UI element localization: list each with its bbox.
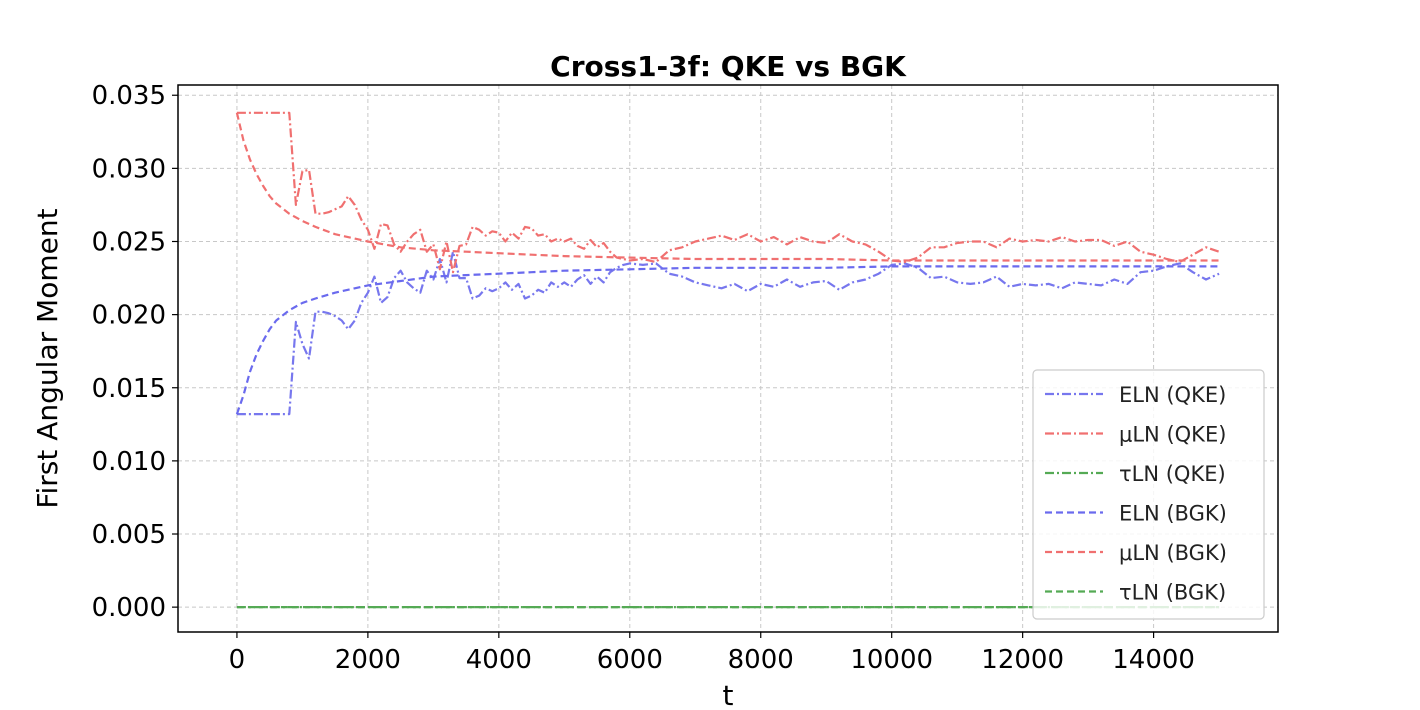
x-tick-label: 12000 [981, 645, 1064, 675]
x-tick-label: 2000 [335, 645, 401, 675]
x-axis-label: t [723, 679, 734, 710]
y-tick-label: 0.015 [92, 374, 166, 404]
legend-label-6: τLN (BGK) [1119, 581, 1226, 605]
x-tick-label: 6000 [597, 645, 663, 675]
x-tick-label: 0 [229, 645, 246, 675]
y-axis-ticks: 0.000 0.005 0.010 0.015 0.020 0.025 0.030 0.035 [92, 81, 178, 623]
chart-title: Cross1-3f: QKE vs BGK [550, 50, 907, 83]
y-axis-label: First Angular Moment [31, 208, 64, 508]
series-line-5 [235, 112, 1220, 262]
y-tick-label: 0.025 [92, 227, 166, 257]
legend-label-4: ELN (BGK) [1119, 502, 1227, 526]
legend-label-5: μLN (BGK) [1119, 541, 1227, 565]
plot-frame [177, 84, 1279, 633]
x-tick-label: 4000 [466, 645, 532, 675]
legend-label-1: ELN (QKE) [1119, 383, 1226, 407]
series-line-1 [236, 250, 1220, 416]
series-line-4 [235, 265, 1220, 415]
legend: ELN (QKE) μLN (QKE) τLN (QKE) ELN (BGK) μLN … [1032, 369, 1265, 620]
x-tick-label: 14000 [1112, 645, 1195, 675]
x-tick-label: 10000 [850, 645, 933, 675]
legend-box [1032, 369, 1265, 620]
y-tick-label: 0.020 [92, 301, 166, 331]
y-tick-label: 0.005 [92, 520, 166, 550]
y-tick-label: 0.035 [92, 81, 166, 111]
y-tick-label: 0.010 [92, 447, 166, 477]
legend-label-2: μLN (QKE) [1119, 423, 1226, 447]
y-tick-label: 0.030 [92, 154, 166, 184]
x-tick-label: 8000 [728, 645, 794, 675]
legend-label-3: τLN (QKE) [1119, 462, 1226, 486]
series-line-2 [236, 111, 1220, 274]
y-tick-label: 0.000 [92, 593, 166, 623]
x-axis-ticks: 0 2000 4000 6000 8000 10000 12000 14000 [229, 632, 1195, 675]
